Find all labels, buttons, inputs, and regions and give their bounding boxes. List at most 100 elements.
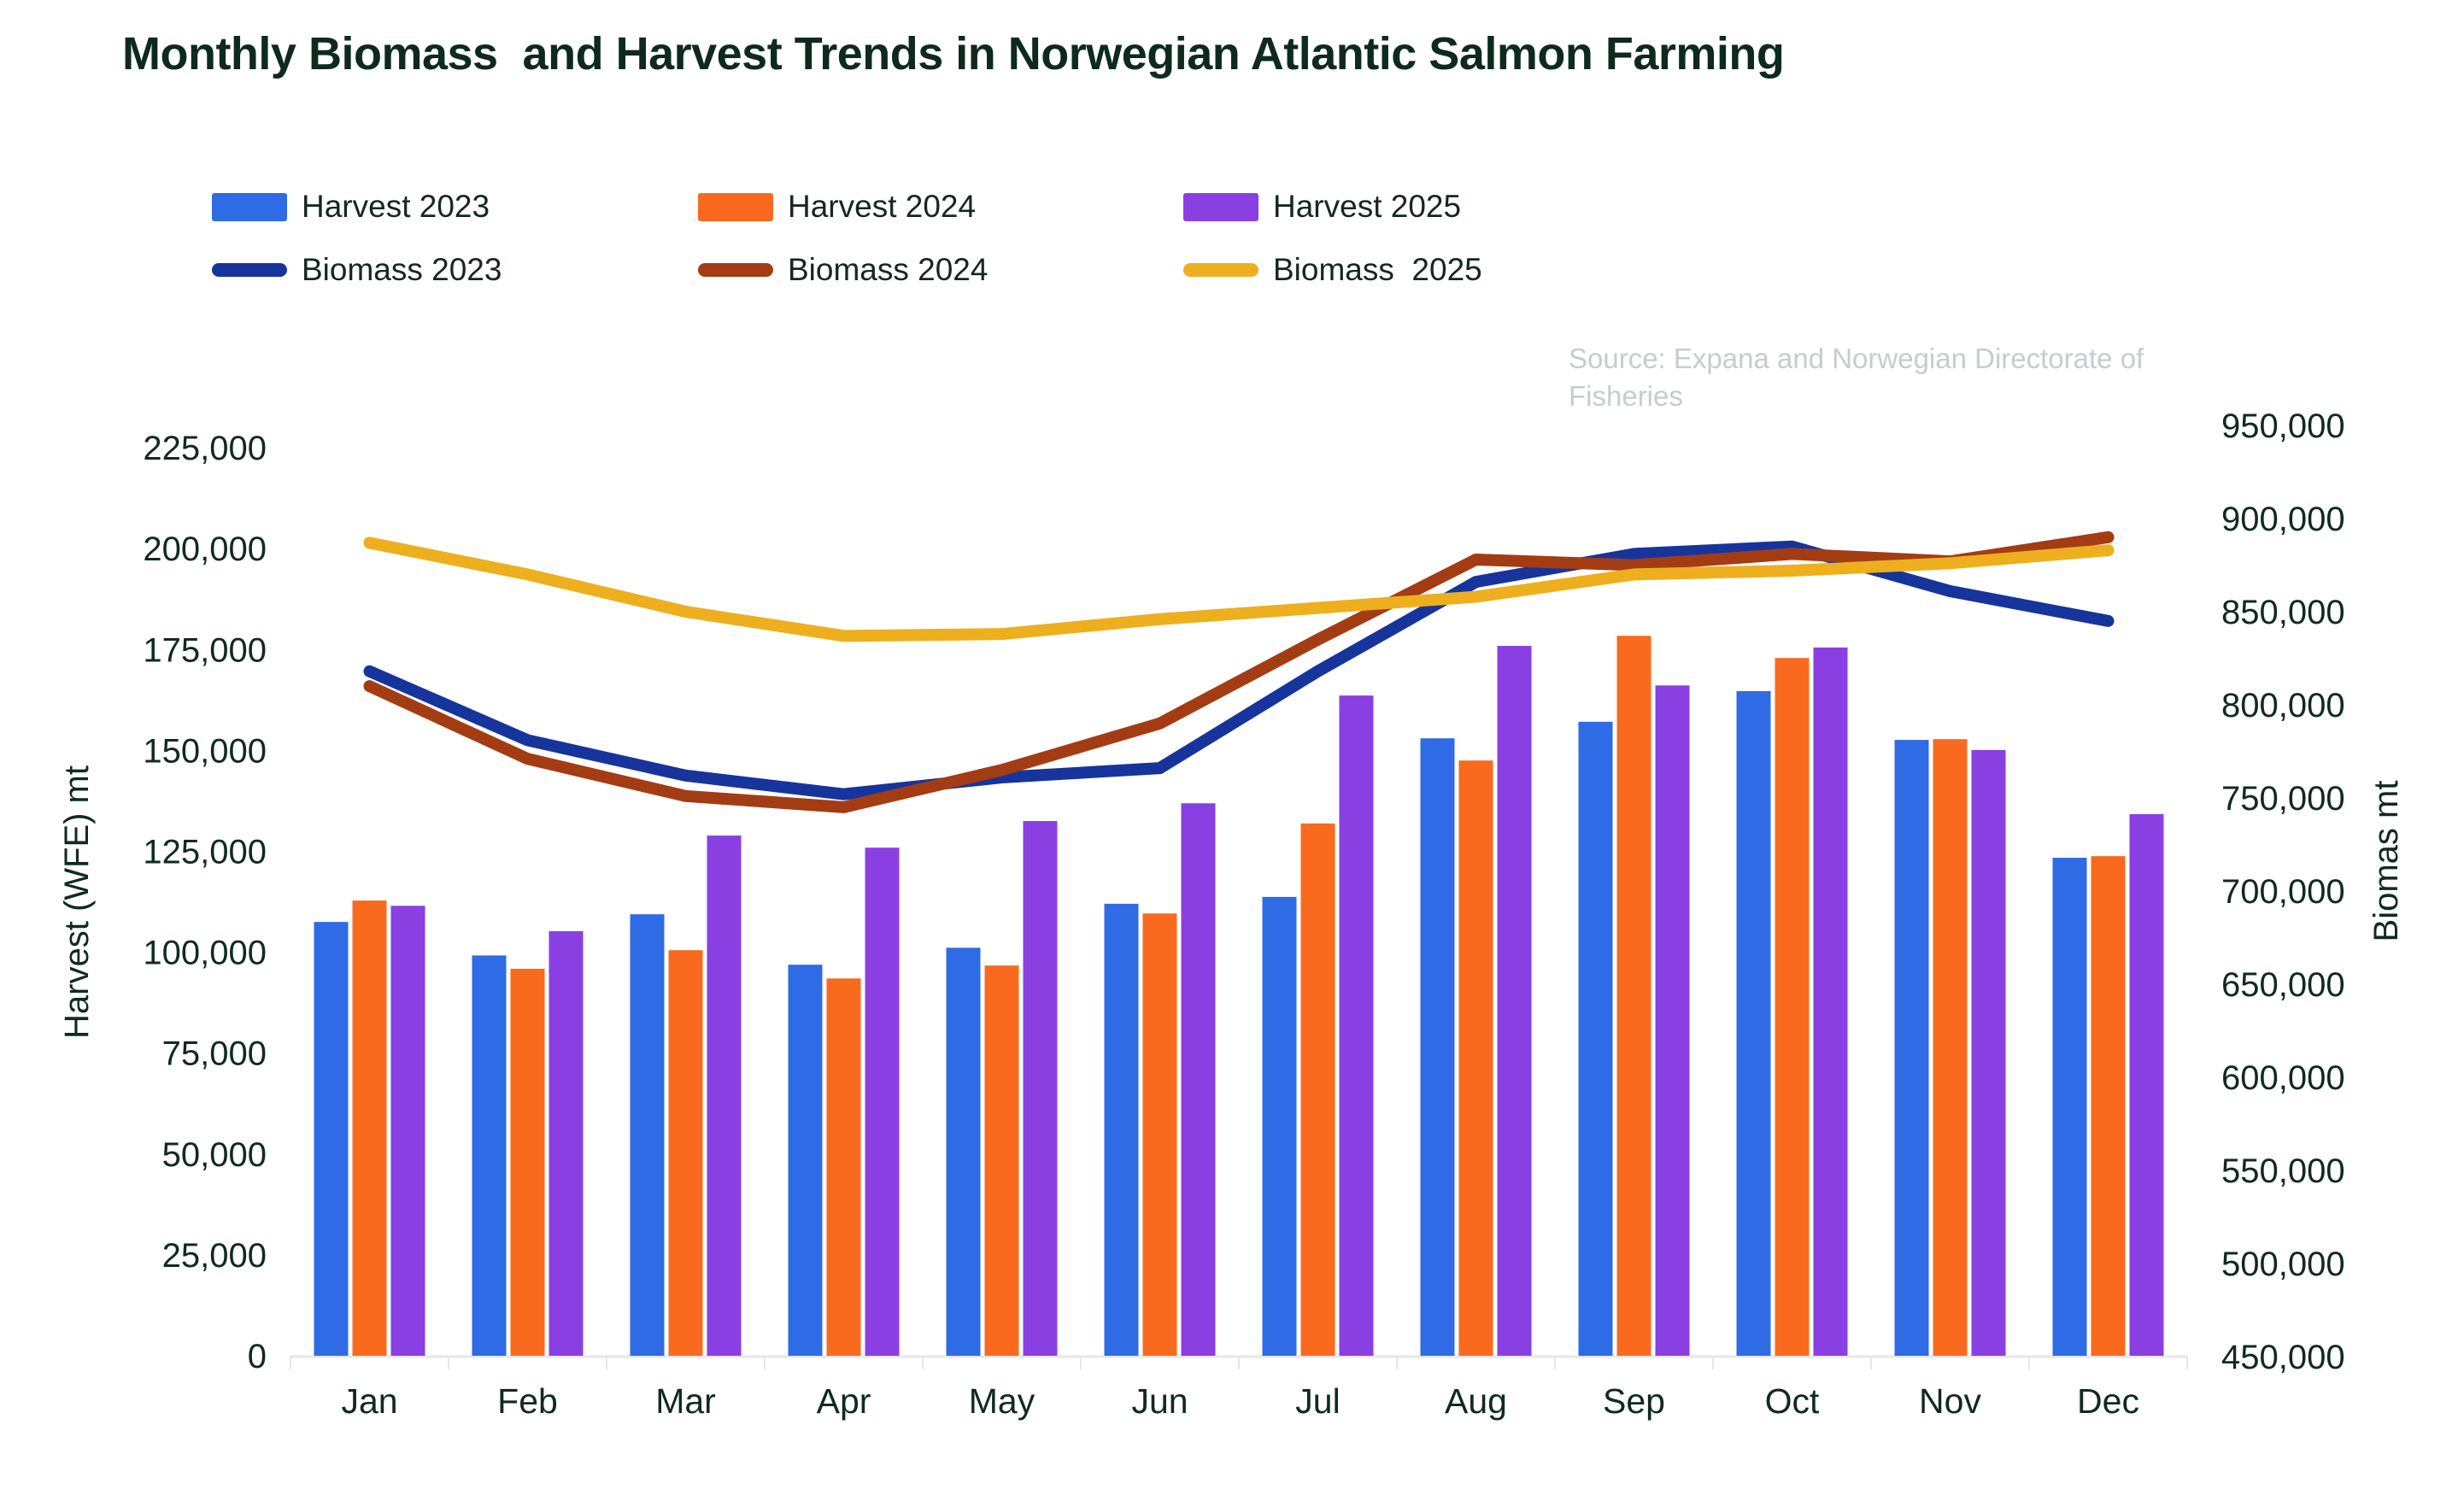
left-axis-labels: 0 25,000 50,000 75,000 100,000 125,000 150,000… xyxy=(143,430,267,1375)
bar-harvest-2023-jul xyxy=(1262,896,1297,1356)
legend-item-harvest-2025: Harvest 2025 xyxy=(1183,175,1461,238)
bar-harvest-2025-feb xyxy=(549,931,584,1356)
bar-harvest-2025-jan xyxy=(390,906,425,1356)
right-axis-tick-label: 500,000 xyxy=(2221,1246,2345,1283)
bar-harvest-2024-aug xyxy=(1458,760,1493,1356)
left-axis-title: Harvest (WFE) mt xyxy=(58,765,96,1039)
legend-item-harvest-2024: Harvest 2024 xyxy=(698,175,976,238)
legend-label-biomass-2023: Biomass 2023 xyxy=(302,252,502,287)
bar-harvest-2023-mar xyxy=(630,914,665,1356)
bar-harvest-2025-jul xyxy=(1339,695,1374,1356)
left-axis-tick-label: 100,000 xyxy=(143,935,267,972)
right-axis-tick-label: 950,000 xyxy=(2221,407,2345,445)
bar-harvest-2023-nov xyxy=(1894,740,1929,1356)
left-axis-tick-label: 0 xyxy=(248,1338,267,1375)
bars-harvest-2024 xyxy=(352,636,2126,1356)
bar-harvest-2023-dec xyxy=(2052,858,2087,1356)
left-axis-tick-label: 25,000 xyxy=(162,1237,267,1275)
bar-harvest-2024-oct xyxy=(1775,658,1810,1356)
left-axis-tick-label: 200,000 xyxy=(143,531,267,568)
legend-item-biomass-2023: Biomass 2023 xyxy=(212,238,502,302)
right-axis-labels: 450,000 500,000 550,000 600,000 650,000 700,0… xyxy=(2221,407,2345,1376)
left-axis-tick-label: 175,000 xyxy=(143,631,267,669)
month-label-nov: Nov xyxy=(1919,1381,1981,1421)
month-label-apr: Apr xyxy=(817,1381,871,1421)
bar-harvest-2025-dec xyxy=(2129,814,2164,1356)
right-axis-title: Biomas mt xyxy=(2367,781,2405,942)
left-axis-tick-label: 125,000 xyxy=(143,834,267,871)
harvest-2023-swatch-icon xyxy=(212,192,287,221)
month-label-aug: Aug xyxy=(1445,1381,1507,1421)
right-axis-tick-label: 600,000 xyxy=(2221,1059,2345,1097)
right-axis-tick-label: 850,000 xyxy=(2221,594,2345,631)
bar-harvest-2025-nov xyxy=(1971,749,2006,1356)
right-axis-tick-label: 900,000 xyxy=(2221,501,2345,538)
month-label-feb: Feb xyxy=(497,1381,558,1421)
bar-harvest-2024-may xyxy=(984,965,1019,1356)
legend-label-harvest-2023: Harvest 2023 xyxy=(302,189,490,224)
legend-row-harvest: Harvest 2023 Harvest 2024 Harvest 2025 xyxy=(212,175,2006,238)
bar-harvest-2024-mar xyxy=(668,950,703,1356)
month-label-jun: Jun xyxy=(1131,1381,1188,1421)
legend-label-harvest-2025: Harvest 2025 xyxy=(1273,189,1462,224)
bar-harvest-2023-oct xyxy=(1736,690,1771,1356)
bar-harvest-2025-mar xyxy=(707,836,742,1356)
legend-item-biomass-2024: Biomass 2024 xyxy=(698,238,988,302)
legend-row-biomass: Biomass 2023 Biomass 2024 Biomass 2025 xyxy=(212,238,2006,302)
bar-harvest-2024-jun xyxy=(1142,913,1177,1356)
month-label-sep: Sep xyxy=(1603,1381,1665,1421)
right-axis-tick-label: 750,000 xyxy=(2221,780,2345,818)
legend-label-biomass-2024: Biomass 2024 xyxy=(788,252,989,287)
bar-harvest-2023-jan xyxy=(314,922,349,1356)
bar-harvest-2025-apr xyxy=(865,847,900,1356)
bar-harvest-2025-jun xyxy=(1181,803,1216,1356)
bar-harvest-2023-jun xyxy=(1104,903,1139,1356)
bar-harvest-2024-nov xyxy=(1933,739,1968,1356)
month-label-oct: Oct xyxy=(1765,1381,1820,1421)
left-axis-tick-label: 75,000 xyxy=(162,1035,267,1073)
month-label-jul: Jul xyxy=(1295,1381,1340,1421)
bar-harvest-2025-oct xyxy=(1813,647,1848,1356)
right-axis-tick-label: 650,000 xyxy=(2221,966,2345,1004)
right-axis-tick-label: 800,000 xyxy=(2221,687,2345,724)
line-biomass-2025 xyxy=(363,536,2115,642)
bar-harvest-2023-sep xyxy=(1578,721,1613,1356)
left-axis-tick-label: 50,000 xyxy=(162,1136,267,1174)
bar-harvest-2024-jan xyxy=(352,900,387,1356)
right-axis-tick-label: 450,000 xyxy=(2221,1339,2345,1376)
month-label-may: May xyxy=(969,1381,1035,1421)
month-label-jan: Jan xyxy=(341,1381,397,1421)
right-axis-tick-label: 550,000 xyxy=(2221,1152,2345,1190)
biomass-2024-swatch-icon xyxy=(698,263,773,277)
left-axis-tick-label: 225,000 xyxy=(143,430,267,467)
x-axis-month-labels: Jan Feb Mar Apr May Jun Jul Aug Sep Oct Nov Dec xyxy=(341,1381,2139,1421)
left-axis-tick-label: 150,000 xyxy=(143,732,267,770)
bar-harvest-2024-dec xyxy=(2091,856,2126,1356)
bar-harvest-2023-may xyxy=(946,947,981,1356)
line-biomass-2024 xyxy=(363,531,2115,813)
harvest-2024-swatch-icon xyxy=(698,192,773,221)
legend-label-harvest-2024: Harvest 2024 xyxy=(788,189,977,224)
bar-harvest-2024-jul xyxy=(1300,823,1335,1356)
legend-item-harvest-2023: Harvest 2023 xyxy=(212,175,490,238)
biomass-2023-swatch-icon xyxy=(212,263,287,277)
x-axis xyxy=(290,1355,2188,1369)
source-note: Source: Expana and Norwegian Directorate… xyxy=(1569,343,2144,412)
harvest-2025-swatch-icon xyxy=(1183,192,1258,221)
chart-legend: Harvest 2023 Harvest 2024 Harvest 2025 B… xyxy=(212,175,2006,302)
bar-harvest-2024-apr xyxy=(826,978,861,1356)
chart-title: Monthly Biomass and Harvest Trends in No… xyxy=(122,28,1785,79)
bar-harvest-2025-aug xyxy=(1497,646,1532,1356)
bar-harvest-2023-feb xyxy=(472,955,507,1356)
bars-harvest-2025 xyxy=(390,646,2164,1356)
bar-harvest-2025-sep xyxy=(1655,685,1690,1356)
bars-harvest-2023 xyxy=(314,690,2087,1356)
bar-harvest-2023-aug xyxy=(1420,738,1455,1356)
bar-harvest-2025-may xyxy=(1023,821,1058,1356)
bar-harvest-2023-apr xyxy=(788,965,823,1356)
month-label-mar: Mar xyxy=(655,1381,716,1421)
bar-harvest-2024-sep xyxy=(1616,636,1651,1356)
month-label-dec: Dec xyxy=(2077,1381,2139,1421)
bar-harvest-2024-feb xyxy=(510,968,545,1356)
